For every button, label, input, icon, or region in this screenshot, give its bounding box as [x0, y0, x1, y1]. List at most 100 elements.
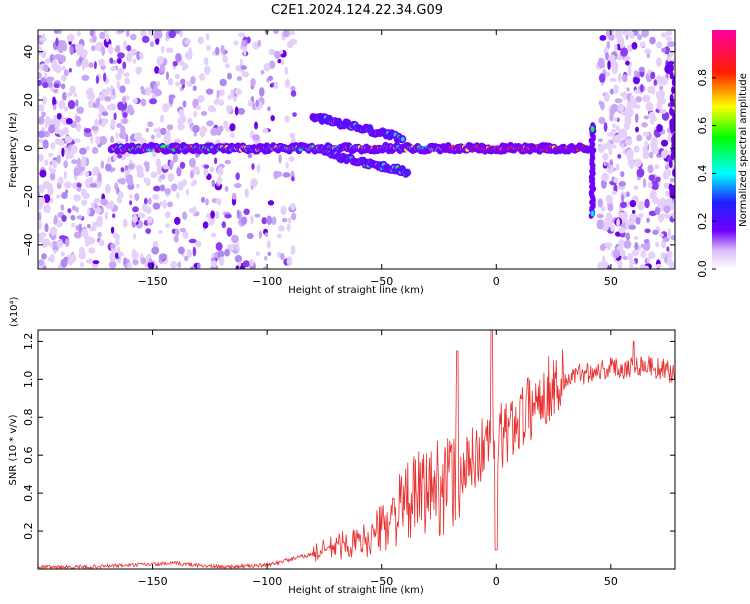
- noise-speck: [111, 213, 116, 219]
- branch-core: [405, 170, 410, 175]
- noise-speck: [121, 96, 126, 105]
- noise-speck: [633, 266, 639, 269]
- noise-speck: [75, 206, 79, 213]
- noise-speck: [158, 253, 166, 261]
- noise-speck: [69, 85, 76, 95]
- noise-speck: [81, 74, 90, 81]
- noise-speck: [119, 177, 126, 185]
- noise-speck: [174, 228, 180, 237]
- noise-speck: [117, 67, 124, 75]
- noise-speck: [660, 139, 669, 147]
- noise-speck: [44, 159, 49, 167]
- noise-speck: [603, 46, 609, 53]
- noise-speck: [122, 61, 127, 70]
- noise-speck: [617, 103, 625, 112]
- noise-speck: [223, 120, 228, 129]
- noise-speck: [267, 251, 272, 257]
- noise-speck: [216, 176, 223, 185]
- x-tick-label: −100: [252, 275, 282, 288]
- noise-speck: [629, 159, 635, 170]
- noise-speck: [124, 165, 129, 171]
- noise-speck: [92, 166, 100, 177]
- noise-speck: [42, 180, 50, 190]
- noise-speck: [165, 71, 170, 80]
- x-tick-label: −50: [370, 575, 393, 588]
- spectrogram-axes: −150 −100 −50 0 50 −40 −20 0 20 40: [22, 30, 675, 288]
- spectrogram-panel: −150 −100 −50 0 50 −40 −20 0 20 40 Height of stra…: [8, 29, 676, 296]
- noise-speck: [199, 73, 206, 81]
- noise-speck: [39, 232, 47, 238]
- noise-speck: [168, 94, 176, 99]
- noise-speck: [235, 172, 240, 181]
- noise-speck: [192, 124, 200, 133]
- noise-speck: [666, 246, 670, 252]
- noise-speck: [267, 200, 275, 206]
- noise-speck: [599, 243, 606, 252]
- noise-speck: [291, 176, 295, 182]
- noise-speck: [604, 242, 613, 248]
- noise-speck: [154, 89, 162, 97]
- noise-speck: [211, 106, 217, 113]
- noise-speck: [115, 252, 119, 259]
- snr-series-line: [38, 330, 675, 569]
- noise-speck: [97, 172, 102, 183]
- noise-speck: [58, 129, 65, 137]
- noise-speck: [129, 33, 137, 41]
- noise-speck: [654, 206, 661, 216]
- noise-speck: [648, 111, 656, 119]
- noise-speck: [77, 157, 81, 168]
- branch-core: [400, 136, 405, 142]
- noise-speck: [258, 87, 265, 97]
- noise-speck: [182, 211, 188, 220]
- noise-speck: [169, 160, 175, 167]
- noise-speck: [58, 264, 62, 269]
- noise-speck: [261, 217, 267, 225]
- noise-speck: [179, 161, 186, 170]
- noise-speck: [606, 132, 615, 137]
- noise-speck: [88, 99, 94, 109]
- noise-speck: [116, 79, 120, 90]
- noise-speck: [79, 147, 87, 155]
- noise-speck: [145, 88, 152, 96]
- noise-speck: [76, 31, 81, 37]
- noise-speck: [226, 227, 233, 237]
- noise-speck: [126, 44, 132, 52]
- noise-speck: [660, 252, 666, 260]
- noise-speck: [221, 221, 226, 229]
- noise-speck: [49, 197, 54, 204]
- noise-speck: [672, 133, 675, 142]
- noise-speck: [217, 166, 224, 176]
- noise-speck: [633, 70, 638, 77]
- noise-speck: [115, 45, 121, 53]
- noise-speck: [634, 236, 639, 241]
- noise-speck: [66, 33, 75, 42]
- noise-speck: [89, 92, 95, 101]
- noise-speck: [41, 253, 47, 260]
- noise-speck: [50, 141, 56, 150]
- noise-speck: [104, 211, 108, 221]
- noise-speck: [206, 120, 214, 127]
- noise-speck: [81, 155, 87, 163]
- noise-speck: [238, 32, 246, 38]
- noise-speck: [662, 170, 670, 180]
- noise-speck: [142, 203, 147, 211]
- noise-speck: [620, 129, 628, 139]
- noise-speck: [625, 138, 633, 146]
- noise-speck: [62, 42, 67, 52]
- noise-speck: [267, 106, 271, 112]
- noise-speck: [617, 154, 622, 159]
- noise-speck: [98, 239, 105, 247]
- noise-speck: [598, 57, 604, 63]
- noise-speck: [255, 99, 259, 108]
- noise-speck: [188, 47, 193, 57]
- noise-speck: [278, 154, 282, 164]
- noise-speck: [56, 112, 62, 120]
- noise-speck: [52, 160, 58, 169]
- noise-speck: [645, 101, 654, 112]
- noise-speck: [81, 199, 88, 206]
- noise-speck: [649, 151, 654, 159]
- noise-speck: [224, 63, 230, 69]
- noise-speck: [84, 237, 91, 247]
- noise-speck: [664, 164, 670, 170]
- noise-speck: [152, 185, 161, 192]
